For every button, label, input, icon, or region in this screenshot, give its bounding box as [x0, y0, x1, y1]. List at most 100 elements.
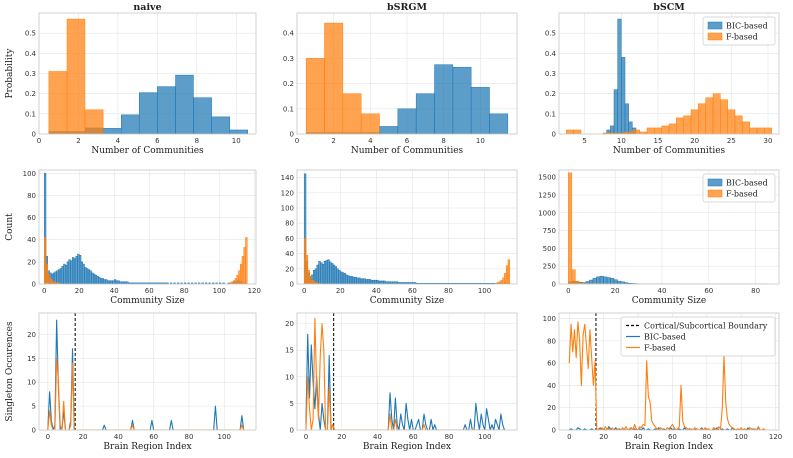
- histogram-bar: [592, 278, 597, 284]
- y-tick-label: 20: [285, 320, 294, 328]
- histogram-bar: [376, 279, 379, 284]
- x-tick-label: 20: [336, 287, 345, 295]
- histogram-bar: [44, 237, 47, 284]
- histogram-bar: [187, 282, 190, 284]
- chart-panel-p01: 0 2 4 6 8 10 0 0.1 0.2 0.3 0.4 bSRGM Number of Commu…: [283, 2, 518, 156]
- x-tick-label: 4: [116, 137, 121, 145]
- histogram-bar: [175, 74, 194, 134]
- x-tick-label: 40: [634, 433, 643, 441]
- y-axis-label: Count: [5, 213, 15, 241]
- histogram-bar: [434, 64, 454, 134]
- plot-area: [303, 173, 511, 284]
- histogram-bar: [198, 282, 201, 284]
- chart-panel-p20: 0 20 40 60 80 100 0 5 10 15 20 Brain Region Index Si…: [5, 312, 257, 452]
- y-tick-label: 0.5: [545, 30, 556, 38]
- histogram-bar: [334, 266, 337, 284]
- histogram-bar: [180, 282, 183, 284]
- histogram-bar: [764, 127, 772, 134]
- histogram-bar: [575, 280, 580, 284]
- y-tick-label: 60: [285, 235, 294, 243]
- x-tick-label: 80: [702, 433, 711, 441]
- histogram-bar: [345, 274, 348, 284]
- x-tick-label: 6: [155, 137, 160, 145]
- y-tick-label: 20: [27, 258, 36, 266]
- histogram-bar: [201, 282, 204, 284]
- panel-title: bSRGM: [387, 2, 428, 13]
- histogram-bar: [245, 237, 248, 284]
- histogram-bar: [48, 71, 68, 134]
- histogram-bar: [305, 58, 325, 134]
- y-tick-label: 0: [32, 281, 36, 289]
- histogram-bar: [566, 129, 574, 134]
- y-tick-label: 120: [281, 189, 294, 197]
- histogram-bar: [338, 270, 341, 284]
- x-tick-label: 100: [218, 433, 231, 441]
- histogram-bar: [383, 280, 386, 284]
- x-tick-label: 0: [302, 287, 306, 295]
- histogram-bar: [321, 263, 325, 284]
- histogram-bar: [61, 266, 64, 284]
- chart-panel-p02: 5 10 15 20 25 30 0 0.1 0.2 0.3 0.4 0.5 bSCM Number of…: [545, 2, 780, 156]
- y-tick-label: 100: [281, 205, 294, 213]
- chart-panel-p22: 0 20 40 60 80 100 120 0 20 40 60 80 100 Brain Region …: [543, 312, 782, 452]
- histogram-bar: [705, 97, 714, 134]
- histogram-bar: [372, 279, 375, 284]
- histogram-bar: [318, 260, 321, 284]
- histogram-bar: [336, 268, 339, 284]
- histogram-bar: [327, 259, 330, 284]
- histogram-bar: [229, 129, 248, 134]
- histogram-bar: [75, 256, 78, 284]
- y-tick-label: 0: [552, 281, 556, 289]
- y-tick-label: 10: [27, 379, 36, 387]
- histogram-bar: [341, 272, 345, 284]
- x-tick-label: 20: [690, 137, 699, 145]
- series-line-bic-based: [305, 333, 507, 430]
- histogram-bar: [194, 282, 197, 284]
- x-tick-label: 40: [372, 287, 381, 295]
- x-tick-label: 25: [727, 137, 736, 145]
- y-tick-label: 60: [547, 360, 556, 368]
- chart-panel-p10: 0 20 40 60 80 100 120 0 20 40 60 80 100 Community Siz…: [5, 169, 261, 306]
- y-tick-label: 1250: [538, 191, 556, 199]
- histogram-bar: [66, 261, 69, 284]
- histogram-bar: [358, 277, 361, 284]
- histogram-bar: [502, 277, 505, 284]
- histogram-bar: [374, 279, 377, 284]
- histogram-bar: [54, 271, 57, 284]
- histogram-bar: [712, 93, 721, 134]
- x-tick-label: 100: [735, 433, 748, 441]
- x-tick-label: 15: [654, 137, 663, 145]
- histogram-bar: [56, 270, 59, 284]
- legend-label: BIC-based: [726, 179, 768, 188]
- axes-frame: [38, 169, 257, 285]
- y-tick-label: 15: [27, 355, 36, 363]
- x-axis-label: Brain Region Index: [103, 442, 191, 452]
- y-tick-label: 0.2: [283, 80, 294, 88]
- legend-box: [620, 316, 776, 357]
- histogram-bar: [599, 275, 604, 284]
- histogram-bar: [452, 66, 472, 134]
- histogram-bar: [63, 263, 66, 284]
- x-tick-label: 80: [444, 287, 453, 295]
- histogram-bar: [205, 282, 208, 284]
- histogram-bar: [359, 278, 363, 284]
- legend-label: F-based: [726, 190, 758, 199]
- histogram-bar: [114, 279, 117, 284]
- histogram-bar: [233, 280, 236, 284]
- y-tick-label: 40: [547, 382, 556, 390]
- y-tick-label: 0.1: [545, 110, 556, 118]
- axes-frame: [38, 12, 257, 135]
- histogram-bar: [72, 257, 75, 284]
- x-tick-label: 20: [337, 433, 346, 441]
- histogram-bar: [360, 113, 380, 134]
- x-tick-label: 6: [405, 137, 410, 145]
- histogram-bar: [108, 280, 111, 284]
- x-tick-label: 0: [567, 433, 571, 441]
- series-line-bic-based: [47, 319, 245, 430]
- x-tick-label: 10: [617, 137, 626, 145]
- y-tick-label: 0.4: [25, 50, 37, 58]
- axes-frame: [38, 312, 257, 431]
- legend-swatch: [707, 21, 723, 30]
- histogram-bar: [68, 259, 71, 284]
- x-tick-label: 4: [368, 137, 373, 145]
